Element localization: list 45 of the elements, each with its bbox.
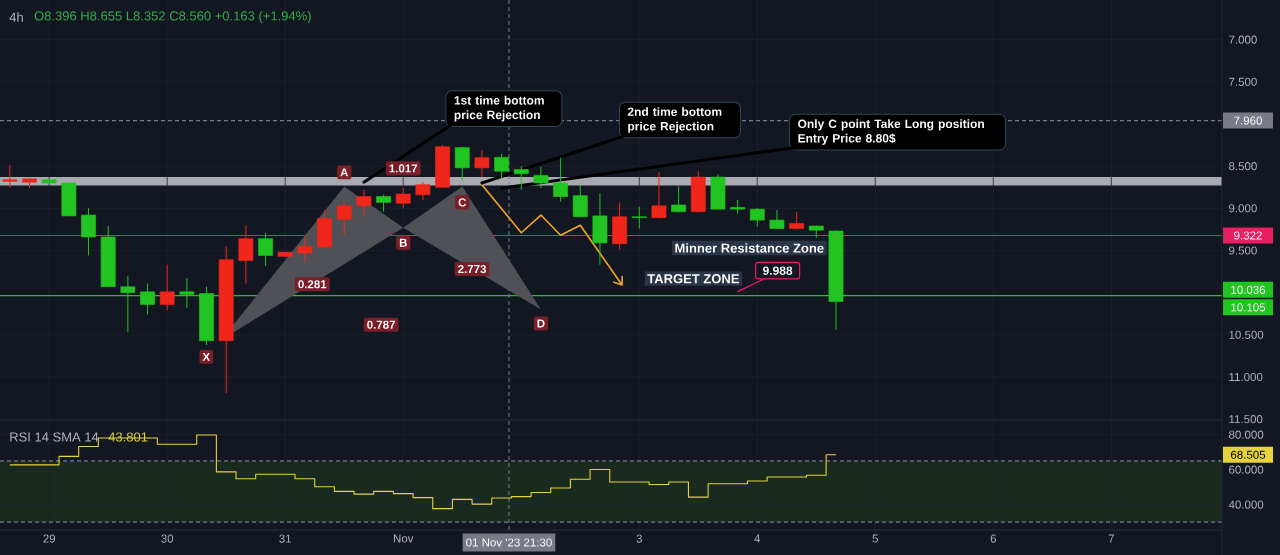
annotation: A bbox=[340, 168, 349, 177]
y-tick-label: 7.500 bbox=[1229, 77, 1257, 86]
y-tick-label: 11.500 bbox=[1229, 415, 1263, 424]
y-tick-label: 9.000 bbox=[1229, 204, 1257, 213]
annotation: 1st time bottom price Rejection bbox=[454, 95, 544, 122]
x-tick-label: 7 bbox=[1108, 534, 1114, 543]
ref-line-label: 01 Nov '23 21:30 bbox=[466, 538, 552, 547]
text: 68.505 bbox=[1231, 450, 1266, 459]
annotation: C bbox=[458, 198, 467, 207]
annotation: X bbox=[202, 352, 211, 361]
y-tick-label: 60.000 bbox=[1229, 465, 1264, 474]
y-tick-label: 8.500 bbox=[1229, 162, 1257, 171]
annotation: TARGET ZONE bbox=[647, 274, 739, 284]
annotation: Only C point Take Long position Entry Price 8.80$ bbox=[798, 119, 984, 145]
y-tick-label: 7.000 bbox=[1229, 35, 1257, 44]
ref-line-label: 7.960 bbox=[1234, 116, 1262, 125]
x-tick-label: 5 bbox=[872, 534, 879, 543]
y-tick-label: 11.000 bbox=[1229, 372, 1263, 382]
annotation: 0.787 bbox=[367, 320, 395, 329]
x-tick-label: 29 bbox=[43, 534, 56, 543]
annotation: D bbox=[537, 319, 545, 328]
y-tick-label: 10.500 bbox=[1229, 330, 1264, 339]
annotation: 2.773 bbox=[458, 264, 487, 274]
x-tick-label: 4 bbox=[754, 534, 761, 543]
text: O8.396 H8.655 L8.352 C8.560 +0.163 (+1.94%) bbox=[34, 10, 311, 24]
x-tick-label: Nov bbox=[393, 534, 414, 543]
text: RSI 14 SMA 14 bbox=[10, 432, 99, 442]
annotation: 9.988 bbox=[763, 266, 793, 275]
annotation: B bbox=[399, 238, 407, 247]
text: 10.105 bbox=[1231, 303, 1266, 312]
y-tick-label: 80.000 bbox=[1229, 430, 1264, 439]
annotation: 0.281 bbox=[298, 280, 327, 289]
annotation: 2nd time bottom price Rejection bbox=[627, 107, 722, 133]
x-tick-label: 30 bbox=[161, 534, 174, 543]
x-tick-label: 31 bbox=[279, 534, 292, 543]
text: 4h bbox=[9, 12, 23, 22]
annotation: 43.801 bbox=[108, 432, 148, 442]
y-tick-label: 9.500 bbox=[1229, 246, 1257, 255]
annotation: 1.017 bbox=[389, 164, 418, 173]
annotation: Minner Resistance Zone bbox=[675, 243, 824, 253]
y-tick-label: 40.000 bbox=[1228, 500, 1264, 509]
ref-line-label: 10.036 bbox=[1231, 285, 1266, 294]
ref-line-label: 9.322 bbox=[1234, 231, 1262, 240]
x-tick-label: 6 bbox=[990, 534, 997, 543]
x-tick-label: 3 bbox=[636, 534, 642, 543]
